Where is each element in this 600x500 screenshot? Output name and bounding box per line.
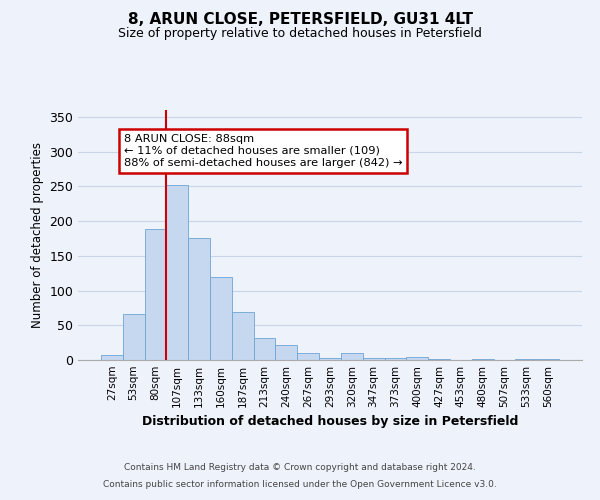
Text: Contains HM Land Registry data © Crown copyright and database right 2024.: Contains HM Land Registry data © Crown c… — [124, 464, 476, 472]
Bar — [275, 344, 297, 360]
Bar — [145, 229, 166, 360]
Bar — [341, 353, 363, 360]
Text: Size of property relative to detached houses in Petersfield: Size of property relative to detached ho… — [118, 28, 482, 40]
Bar — [210, 278, 232, 360]
Bar — [166, 185, 188, 360]
X-axis label: Distribution of detached houses by size in Petersfield: Distribution of detached houses by size … — [142, 416, 518, 428]
Bar — [254, 338, 275, 360]
Bar — [385, 358, 406, 360]
Bar — [123, 314, 145, 360]
Bar — [188, 238, 210, 360]
Y-axis label: Number of detached properties: Number of detached properties — [31, 142, 44, 328]
Bar — [406, 356, 428, 360]
Bar — [101, 355, 123, 360]
Text: Contains public sector information licensed under the Open Government Licence v3: Contains public sector information licen… — [103, 480, 497, 489]
Bar — [232, 312, 254, 360]
Bar — [297, 353, 319, 360]
Text: 8, ARUN CLOSE, PETERSFIELD, GU31 4LT: 8, ARUN CLOSE, PETERSFIELD, GU31 4LT — [128, 12, 473, 28]
Bar — [428, 358, 450, 360]
Bar — [319, 358, 341, 360]
Text: 8 ARUN CLOSE: 88sqm
← 11% of detached houses are smaller (109)
88% of semi-detac: 8 ARUN CLOSE: 88sqm ← 11% of detached ho… — [124, 134, 403, 168]
Bar — [363, 358, 385, 360]
